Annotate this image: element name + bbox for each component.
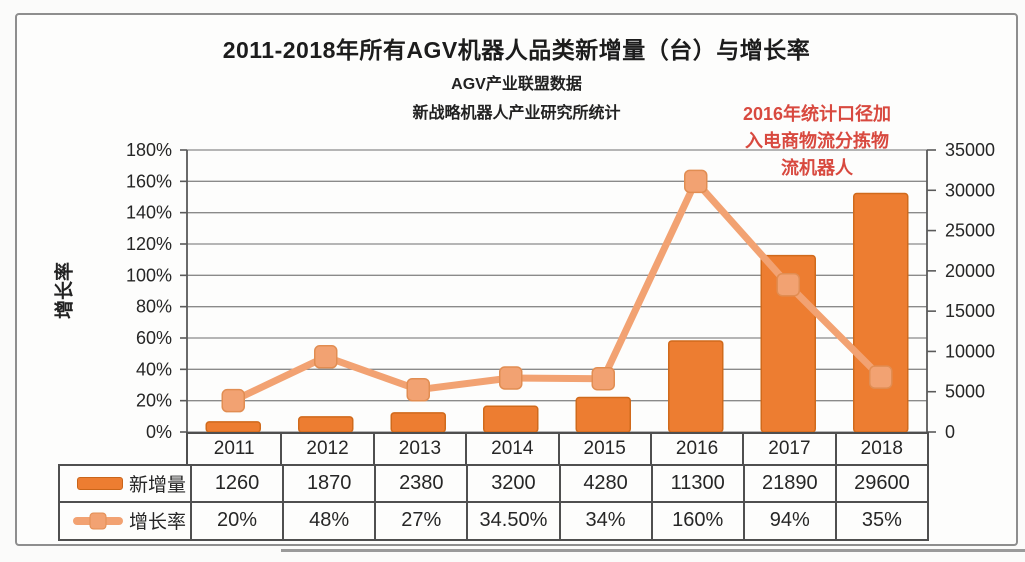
left-axis-tick-label: 140%	[126, 203, 172, 223]
chart-subtitle-source: AGV产业联盟数据	[451, 76, 582, 93]
增长率-value-2012: 48%	[282, 502, 374, 539]
left-axis-tick-label: 0%	[146, 422, 172, 442]
增长率-value-2018: 35%	[834, 502, 927, 539]
title-block: 2011-2018年所有AGV机器人品类新增量（台）与增长率 AGV产业联盟数据…	[17, 31, 1016, 123]
x-axis-year-2013: 2013	[372, 434, 465, 464]
bar-2018	[853, 192, 909, 433]
增长率-value-2016: 160%	[650, 502, 743, 539]
line-marker-2012	[314, 345, 338, 369]
新增量-value-2017: 21890	[742, 466, 835, 503]
annotation-line-3: 流机器人	[781, 158, 853, 178]
line-marker-2013	[406, 377, 430, 402]
legend-label-bar: 新增量	[128, 474, 186, 496]
left-axis-tick-label: 60%	[136, 328, 172, 348]
新增量-value-2018: 29600	[834, 466, 927, 503]
line-marker-2017	[776, 272, 800, 297]
chart-subtitle-compiler: 新战略机器人产业研究所统计	[412, 105, 621, 122]
增长率-value-2011: 20%	[190, 502, 282, 539]
x-axis-year-2012: 2012	[280, 434, 372, 464]
growth-rate-line	[229, 177, 885, 405]
bottom-divider-line	[281, 549, 1025, 552]
x-axis-year-2018: 2018	[834, 434, 927, 464]
bar-2011	[205, 421, 261, 433]
right-axis-tick-label: 35000	[945, 140, 995, 160]
x-axis-year-2011: 2011	[213, 438, 255, 459]
right-axis-tick-label: 15000	[945, 301, 995, 321]
新增量-value-2016: 11300	[650, 466, 743, 503]
line-marker-swatch-icon	[89, 512, 107, 530]
line-marker-2016	[684, 169, 708, 194]
left-axis-tick-label: 120%	[126, 234, 172, 254]
right-axis-tick-label: 5000	[945, 382, 985, 402]
left-axis-tick-label: 180%	[126, 140, 172, 160]
新增量-value-2013: 2380	[374, 466, 467, 503]
left-axis-tick-label: 20%	[136, 391, 172, 411]
right-axis-tick-label: 20000	[945, 261, 995, 281]
bar-2016	[668, 340, 724, 433]
line-marker-2018	[869, 365, 893, 389]
line-legend-swatch-icon	[72, 512, 123, 530]
增长率-value-2013: 27%	[374, 502, 466, 539]
新增量-value-2011: 1260	[190, 466, 283, 503]
新增量-value-2012: 1870	[282, 466, 375, 503]
annotation-2016-note: 2016年统计口径加 入电商物流分拣物 流机器人	[702, 101, 932, 182]
chart-title: 2011-2018年所有AGV机器人品类新增量（台）与增长率	[222, 37, 811, 63]
right-axis-tick-label: 10000	[945, 341, 995, 361]
增长率-value-2015: 34%	[558, 502, 651, 539]
legend-item-line: 增长率	[60, 503, 190, 540]
x-axis-year-2014: 2014	[465, 434, 557, 464]
right-axis-tick-label: 25000	[945, 221, 995, 241]
line-marker-2014	[499, 366, 523, 390]
annotation-line-1: 2016年统计口径加	[742, 104, 892, 124]
bar-legend-swatch-icon	[76, 476, 123, 490]
right-axis-tick-label: 0	[945, 422, 955, 442]
x-axis-year-2017: 2017	[742, 434, 834, 464]
x-axis-year-2016: 2016	[649, 434, 742, 464]
data-table: 新增量 1260 1870 2380 3200 4280 11300 21890 29600 增长…	[58, 464, 929, 541]
增长率-value-2017: 94%	[742, 502, 835, 539]
left-axis-tick-label: 80%	[136, 297, 172, 317]
chart-frame: 2011-2018年所有AGV机器人品类新增量（台）与增长率 AGV产业联盟数据…	[15, 13, 1018, 546]
bar-2014	[483, 405, 539, 433]
legend-label-line: 增长率	[128, 512, 186, 534]
x-axis-year-2015: 2015	[557, 434, 650, 464]
line-marker-2015	[591, 366, 615, 391]
新增量-value-2014: 3200	[466, 466, 559, 503]
新增量-value-2015: 4280	[558, 466, 651, 503]
x-axis-year-row: 2011 2012 2013 2014 2015 2016 2017 2018	[186, 432, 929, 466]
right-axis-tick-label: 30000	[945, 180, 995, 200]
left-axis-tick-label: 160%	[126, 171, 172, 191]
增长率-value-2014: 34.50%	[466, 502, 558, 539]
chart-plot: 0% 20% 40% 60% 80% 100% 120% 140% 160% 180% 0 5000 1…	[126, 140, 995, 442]
left-axis-tick-label: 40%	[136, 359, 172, 379]
bar-2013	[390, 412, 446, 433]
line-marker-2011	[221, 388, 245, 413]
left-axis-tick-label: 100%	[126, 265, 172, 285]
annotation-line-2: 入电商物流分拣物	[745, 131, 889, 151]
bar-2012	[298, 416, 354, 433]
bar-2015	[575, 396, 631, 433]
legend-item-bar: 新增量	[60, 466, 190, 503]
